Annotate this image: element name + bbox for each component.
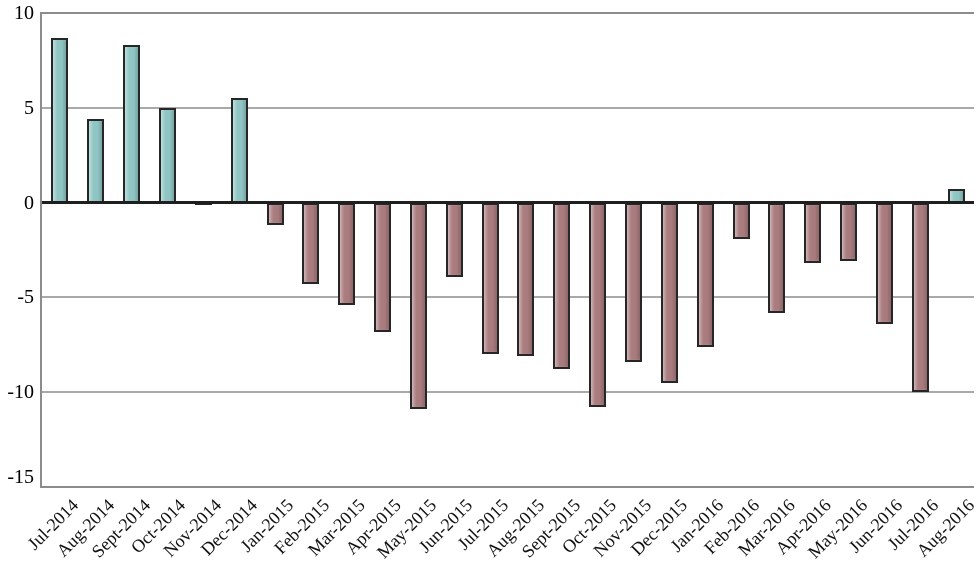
bar-jun-2016 [875,202,893,324]
bar-sept-2015 [553,202,571,370]
y-axis-tick-label: 10 [14,2,34,24]
gridline [42,296,974,299]
y-axis-tick-label: -10 [7,381,34,404]
bar-jul-2014 [51,37,69,203]
plot-frame-left [40,12,42,488]
bar-jul-2016 [911,202,929,393]
bar-dec-2015 [660,202,678,383]
bar-jan-2016 [696,202,714,347]
bar-sept-2014 [123,45,141,203]
y-axis-tick-label: 0 [24,191,34,214]
bar-apr-2015 [374,202,392,332]
bar-dec-2014 [230,98,248,203]
bar-apr-2016 [804,202,822,264]
bar-feb-2016 [732,202,750,239]
y-axis-tick-label: 5 [24,96,34,119]
bar-feb-2015 [302,202,320,285]
plot-frame-bottom [40,486,974,488]
bar-jan-2015 [266,202,284,226]
bar-mar-2015 [338,202,356,305]
bar-oct-2015 [589,202,607,408]
bar-oct-2014 [158,107,176,203]
bar-jun-2015 [445,202,463,277]
plot-frame-top [40,12,974,14]
gridline [42,106,974,109]
zero-axis-line [42,201,974,205]
bar-mar-2016 [768,202,786,313]
bar-nov-2015 [624,202,642,362]
gridline [42,391,974,394]
y-axis-tick-label: -15 [7,466,34,488]
y-axis-tick-label: -5 [17,286,34,309]
bar-aug-2015 [517,202,535,357]
bar-may-2015 [409,202,427,410]
bar-jul-2015 [481,202,499,355]
bar-aug-2014 [87,119,105,203]
bar-may-2016 [840,202,858,262]
